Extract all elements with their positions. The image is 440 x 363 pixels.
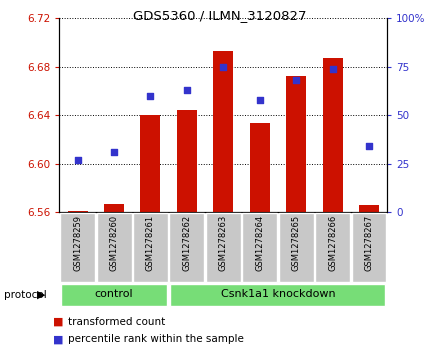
FancyBboxPatch shape (133, 213, 168, 282)
Text: ■: ■ (53, 334, 63, 344)
Point (220, 64, 227, 70)
FancyBboxPatch shape (242, 213, 277, 282)
Text: Csnk1a1 knockdown: Csnk1a1 knockdown (220, 289, 335, 299)
Text: percentile rank within the sample: percentile rank within the sample (68, 334, 244, 344)
Text: GSM1278260: GSM1278260 (110, 215, 118, 271)
Point (293, 77, 300, 83)
FancyBboxPatch shape (279, 213, 314, 282)
FancyBboxPatch shape (170, 284, 385, 306)
Point (366, 143, 373, 149)
Point (147, 93, 154, 99)
Point (256, 97, 263, 103)
Point (74, 157, 81, 163)
Bar (140, 115, 161, 212)
Bar (68, 211, 88, 212)
Bar (177, 110, 197, 212)
FancyBboxPatch shape (60, 213, 95, 282)
FancyBboxPatch shape (96, 213, 132, 282)
Text: control: control (95, 289, 133, 299)
Text: ▶: ▶ (37, 290, 45, 300)
Text: protocol: protocol (4, 290, 47, 300)
FancyBboxPatch shape (169, 213, 204, 282)
Text: transformed count: transformed count (68, 317, 165, 327)
Point (110, 149, 117, 155)
Point (329, 66, 336, 72)
FancyBboxPatch shape (61, 284, 167, 306)
Text: GSM1278262: GSM1278262 (182, 215, 191, 271)
Text: GSM1278265: GSM1278265 (292, 215, 301, 271)
Text: GSM1278266: GSM1278266 (328, 215, 337, 272)
Text: GSM1278267: GSM1278267 (364, 215, 374, 272)
FancyBboxPatch shape (315, 213, 350, 282)
Text: GSM1278259: GSM1278259 (73, 215, 82, 271)
Point (183, 87, 191, 93)
Text: GSM1278264: GSM1278264 (255, 215, 264, 271)
Bar (213, 51, 233, 212)
FancyBboxPatch shape (352, 213, 386, 282)
Text: GSM1278261: GSM1278261 (146, 215, 155, 271)
Text: ■: ■ (53, 317, 63, 327)
Text: GSM1278263: GSM1278263 (219, 215, 228, 272)
Bar (250, 123, 270, 212)
Bar (104, 204, 124, 212)
Text: GDS5360 / ILMN_3120827: GDS5360 / ILMN_3120827 (133, 9, 307, 22)
FancyBboxPatch shape (206, 213, 241, 282)
Bar (323, 58, 343, 212)
Bar (286, 77, 306, 212)
Bar (359, 205, 379, 212)
